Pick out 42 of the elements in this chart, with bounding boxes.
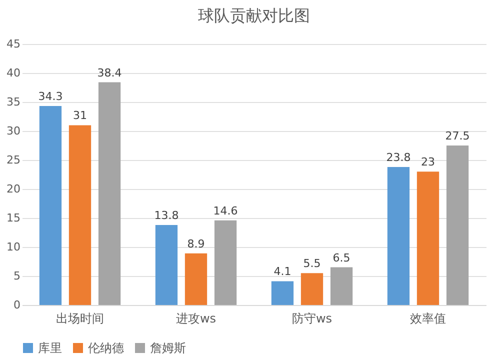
data-label: 34.3: [38, 90, 63, 104]
x-tick-label: 进攻ws: [176, 312, 216, 326]
y-tick-label: 40: [6, 66, 20, 80]
y-tick-label: 0: [14, 298, 20, 312]
data-label: 4.1: [274, 265, 292, 278]
legend-label: 库里: [38, 341, 62, 355]
y-tick-label: 10: [6, 240, 20, 254]
bar: [155, 224, 178, 305]
data-label: 13.8: [154, 208, 179, 222]
data-label: 27.5: [445, 130, 470, 142]
y-tick-label: 45: [6, 38, 20, 50]
x-tick-label: 出场时间: [56, 312, 104, 326]
bar: [98, 82, 121, 305]
y-tick-label: 35: [6, 96, 20, 108]
bar: [446, 146, 469, 305]
data-label: 38.4: [97, 66, 122, 80]
y-tick-label: 5: [14, 270, 20, 282]
bar: [39, 106, 62, 305]
bar: [330, 267, 353, 305]
data-label: 23: [421, 156, 435, 169]
x-tick-label: 防守ws: [292, 312, 332, 326]
y-tick-label: 25: [6, 154, 20, 166]
data-label: 31: [73, 109, 87, 122]
bar: [300, 273, 324, 305]
data-label: 14.6: [213, 204, 238, 218]
bar: [387, 166, 410, 305]
data-label: 23.8: [386, 150, 411, 164]
data-label: 5.5: [303, 257, 321, 270]
chart-title: 球队贡献对比图: [198, 6, 310, 25]
y-tick-label: 20: [6, 182, 20, 196]
bar: [416, 172, 440, 305]
data-label: 6.5: [332, 251, 350, 264]
bar: [68, 125, 92, 305]
x-tick-label: 效率值: [410, 312, 446, 326]
bar: [184, 253, 208, 305]
bar: [214, 220, 237, 305]
data-label: 8.9: [187, 237, 205, 250]
legend-label: 伦纳德: [88, 341, 124, 355]
y-tick-label: 30: [6, 124, 20, 138]
legend-label: 詹姆斯: [150, 341, 186, 355]
bar: [271, 281, 294, 305]
y-tick-label: 15: [6, 212, 20, 224]
